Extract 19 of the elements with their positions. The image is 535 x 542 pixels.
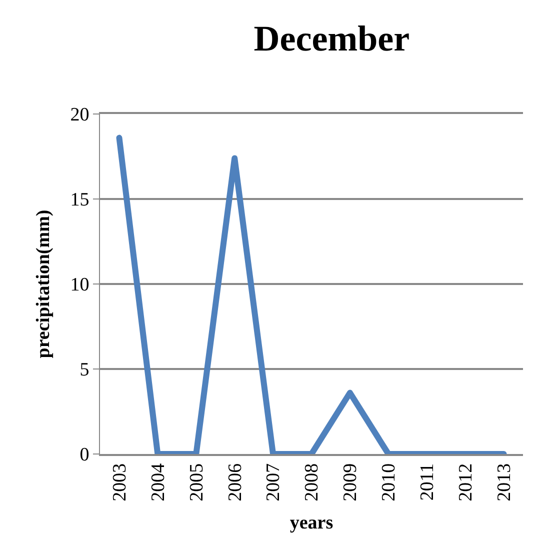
- x-tick-label: 2011: [417, 463, 438, 501]
- y-tick-label: 10: [70, 274, 90, 296]
- x-tick-label: 2012: [455, 463, 476, 502]
- x-tick-label: 2005: [186, 463, 208, 502]
- y-axis-title: precipitation(mm): [33, 210, 54, 358]
- y-tick-label: 0: [80, 444, 90, 466]
- x-tick-label: 2004: [148, 462, 169, 502]
- x-tick-label: 2003: [109, 463, 130, 502]
- x-tick-label: 2008: [302, 463, 323, 502]
- x-tick-label: 2007: [263, 463, 284, 502]
- y-tick-label: 5: [80, 360, 90, 381]
- x-tick-label: 2006: [224, 463, 246, 502]
- y-tick-label: 15: [70, 190, 90, 211]
- x-tick-label: 2010: [378, 463, 400, 502]
- y-tick-label: 20: [70, 104, 90, 126]
- chart-title: December: [254, 18, 410, 59]
- x-tick-label: 2009: [340, 463, 362, 502]
- x-tick-label: 2013: [494, 463, 515, 502]
- x-axis-title: years: [290, 512, 334, 534]
